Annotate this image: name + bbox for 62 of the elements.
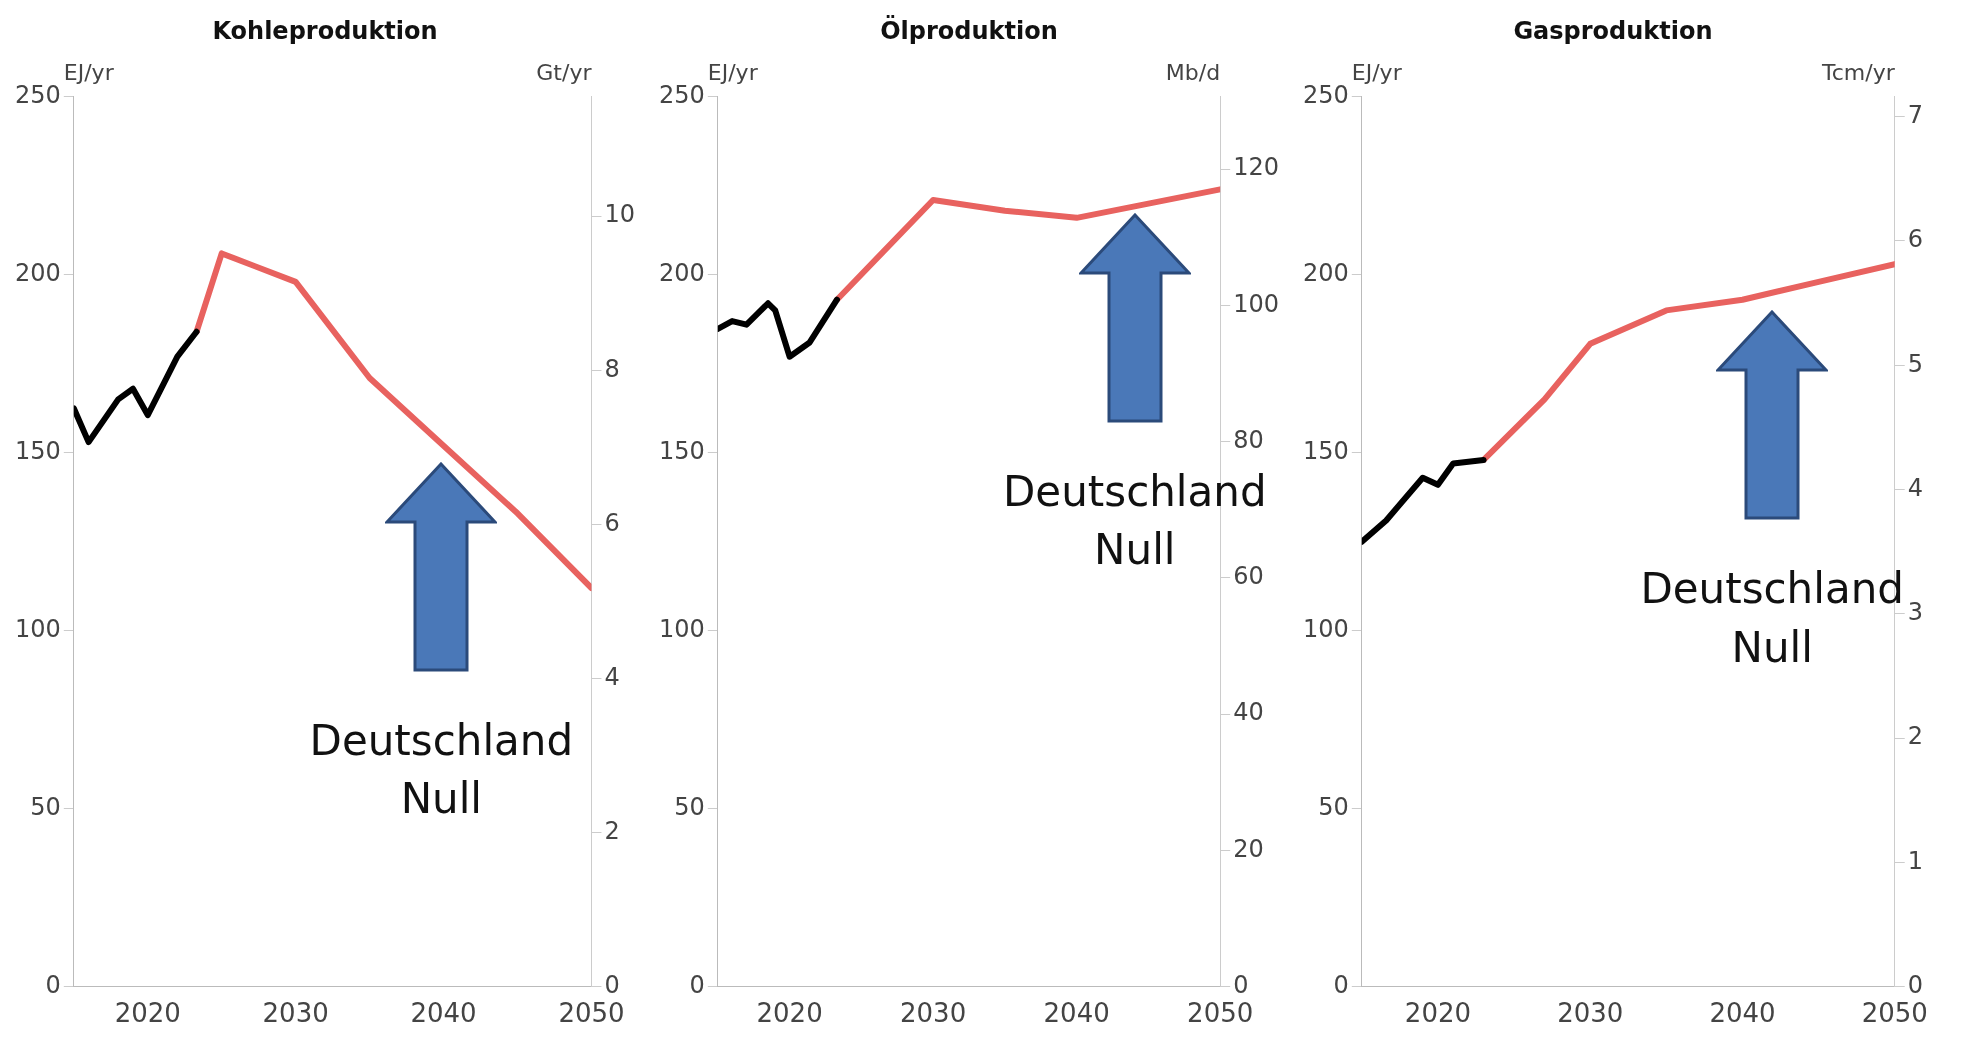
y2-tick-label: 0 bbox=[604, 971, 620, 1000]
x-tick-label: 2050 bbox=[558, 998, 625, 1029]
y-tick-label: 100 bbox=[1303, 615, 1349, 644]
x-tick-label: 2020 bbox=[756, 998, 823, 1029]
y-tick-label: 0 bbox=[689, 971, 705, 1000]
y-tick-label: 0 bbox=[1333, 971, 1349, 1000]
x-tick-label: 2030 bbox=[262, 998, 329, 1029]
y-tick-label: 100 bbox=[659, 615, 705, 644]
x-tick-label: 2050 bbox=[1861, 998, 1928, 1029]
x-tick-label: 2030 bbox=[900, 998, 967, 1029]
y2-tick-label: 4 bbox=[1907, 473, 1924, 502]
y-tick-label: 0 bbox=[45, 971, 61, 1000]
y-tick-label: 200 bbox=[15, 259, 61, 288]
y2-axis-title: Gt/yr bbox=[536, 59, 593, 85]
y2-tick-label: 40 bbox=[1233, 698, 1264, 727]
x-tick-label: 2020 bbox=[1404, 998, 1472, 1029]
y2-tick-label: 100 bbox=[1233, 289, 1279, 318]
y-tick-label: 150 bbox=[15, 437, 61, 466]
x-tick-label: 2050 bbox=[1187, 998, 1254, 1029]
y2-tick-label: 0 bbox=[1907, 971, 1924, 1000]
y2-tick-label: 7 bbox=[1907, 100, 1924, 129]
y2-tick-label: 60 bbox=[1233, 562, 1264, 591]
chart-title: Ölproduktion bbox=[880, 14, 1058, 45]
x-tick-label: 2020 bbox=[114, 998, 181, 1029]
y2-tick-label: 2 bbox=[604, 816, 620, 845]
y2-tick-label: 6 bbox=[604, 508, 620, 537]
y-tick-label: 50 bbox=[1318, 793, 1349, 822]
y2-tick-label: 80 bbox=[1233, 425, 1264, 454]
annotation: Deutschland Null bbox=[308, 714, 575, 826]
y2-tick-label: 6 bbox=[1907, 225, 1924, 254]
y2-tick-label: 10 bbox=[604, 200, 636, 229]
x-tick-label: 2030 bbox=[1557, 998, 1624, 1029]
y-tick-label: 150 bbox=[1303, 437, 1349, 466]
y-tick-label: 250 bbox=[1303, 81, 1349, 110]
y2-tick-label: 5 bbox=[1907, 349, 1924, 378]
y-tick-label: 250 bbox=[659, 81, 705, 110]
y-tick-label: 150 bbox=[659, 437, 705, 466]
y-tick-label: 100 bbox=[15, 615, 61, 644]
y-tick-label: 200 bbox=[659, 259, 705, 288]
y2-axis-title: Tcm/yr bbox=[1821, 59, 1896, 85]
y-tick-label: 50 bbox=[674, 793, 705, 822]
x-tick-label: 2040 bbox=[1709, 998, 1776, 1029]
y2-axis-title: Mb/d bbox=[1165, 59, 1221, 85]
x-tick-label: 2040 bbox=[410, 998, 477, 1029]
y-axis-title: EJ/yr bbox=[1351, 59, 1403, 85]
chart-title: Gasproduktion bbox=[1513, 16, 1713, 45]
y-axis-title: EJ/yr bbox=[63, 59, 115, 85]
y-tick-label: 200 bbox=[1303, 259, 1349, 288]
x-tick-label: 2040 bbox=[1043, 998, 1110, 1029]
y2-tick-label: 3 bbox=[1907, 598, 1924, 627]
chart-title: Kohleproduktion bbox=[212, 16, 438, 45]
y2-tick-label: 120 bbox=[1233, 153, 1279, 182]
y2-tick-label: 1 bbox=[1907, 846, 1924, 875]
annotation: Deutschland Null bbox=[1640, 564, 1904, 673]
y2-tick-label: 8 bbox=[604, 354, 620, 383]
y-axis-title: EJ/yr bbox=[707, 59, 759, 85]
y2-tick-label: 2 bbox=[1907, 722, 1924, 751]
y-tick-label: 250 bbox=[15, 81, 61, 110]
y2-tick-label: 4 bbox=[604, 662, 620, 691]
y2-tick-label: 20 bbox=[1233, 834, 1264, 863]
y2-tick-label: 0 bbox=[1233, 971, 1249, 1000]
y-tick-label: 50 bbox=[30, 793, 61, 822]
